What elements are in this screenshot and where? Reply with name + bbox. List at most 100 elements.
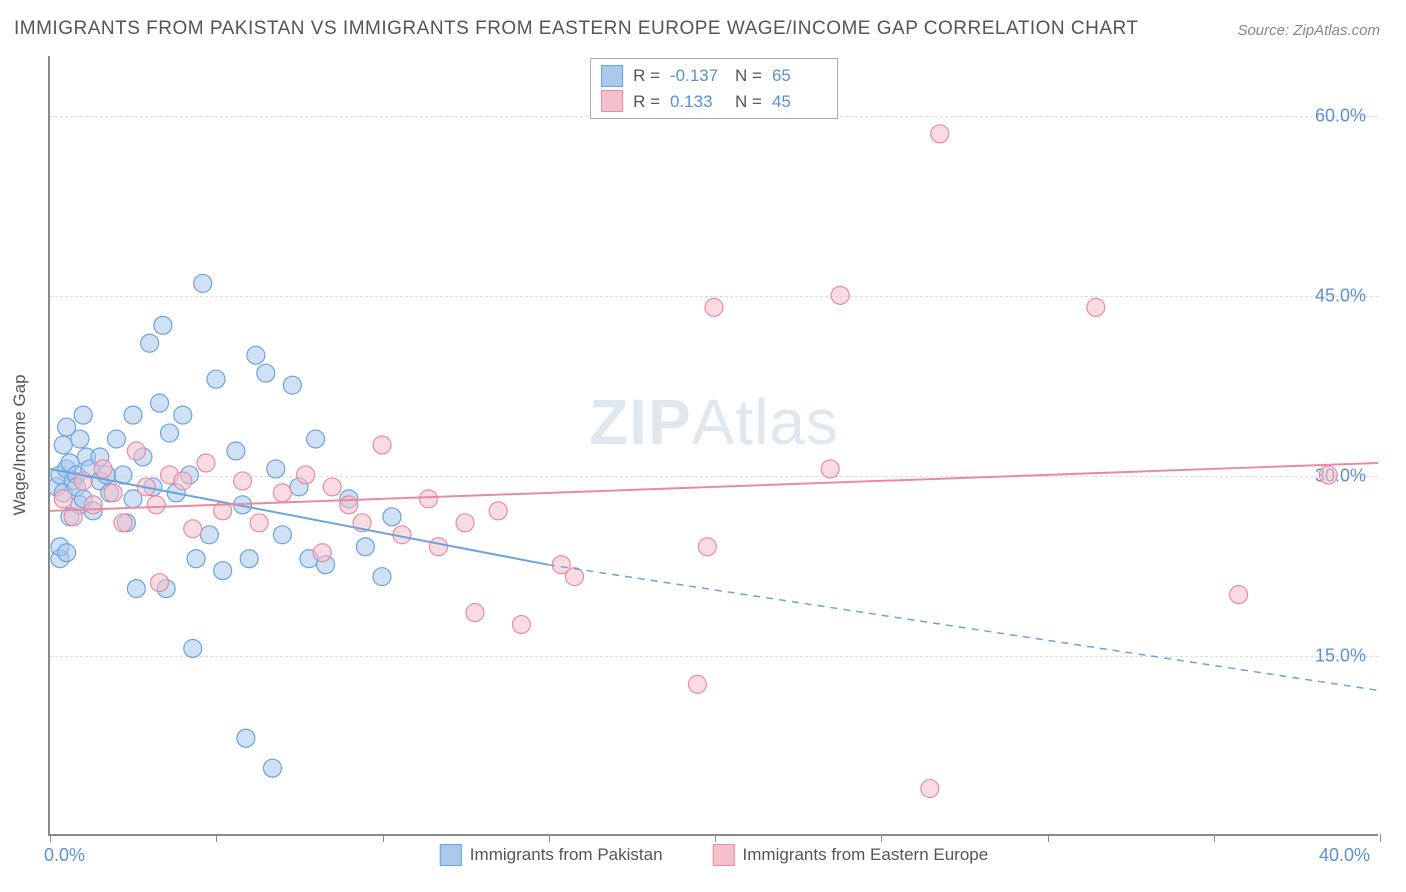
data-point — [373, 436, 391, 454]
data-point — [147, 496, 165, 514]
data-point — [313, 544, 331, 562]
r-label: R = — [633, 89, 660, 115]
x-tick — [1214, 834, 1215, 842]
correlation-legend: R = -0.137 N = 65 R = 0.133 N = 45 — [590, 58, 838, 119]
data-point — [323, 478, 341, 496]
plot-area: Wage/Income Gap ZIPAtlas 15.0%30.0%45.0%… — [48, 56, 1378, 836]
data-point — [340, 496, 358, 514]
data-point — [200, 526, 218, 544]
series-legend: Immigrants from Pakistan Immigrants from… — [440, 844, 988, 866]
data-point — [194, 274, 212, 292]
data-point — [297, 466, 315, 484]
data-point — [154, 316, 172, 334]
data-point — [705, 298, 723, 316]
data-point — [174, 472, 192, 490]
legend-row-series-1: R = -0.137 N = 65 — [601, 63, 827, 89]
x-tick — [549, 834, 550, 842]
data-point — [429, 538, 447, 556]
data-point — [58, 544, 76, 562]
n-label: N = — [735, 63, 762, 89]
data-point — [1319, 466, 1337, 484]
series-2-name: Immigrants from Eastern Europe — [743, 845, 989, 865]
data-point — [283, 376, 301, 394]
data-point — [184, 640, 202, 658]
data-point — [1230, 586, 1248, 604]
legend-item-series-1: Immigrants from Pakistan — [440, 844, 663, 866]
data-point — [74, 406, 92, 424]
data-point — [512, 616, 530, 634]
data-point — [151, 574, 169, 592]
swatch-series-2 — [713, 844, 735, 866]
data-point — [931, 125, 949, 143]
swatch-series-2 — [601, 90, 623, 112]
data-point — [356, 538, 374, 556]
data-point — [273, 526, 291, 544]
x-tick — [50, 834, 51, 842]
x-tick — [1048, 834, 1049, 842]
legend-item-series-2: Immigrants from Eastern Europe — [713, 844, 989, 866]
data-point — [207, 370, 225, 388]
series-1-name: Immigrants from Pakistan — [470, 845, 663, 865]
data-point — [383, 508, 401, 526]
x-tick — [715, 834, 716, 842]
x-tick — [383, 834, 384, 842]
data-point — [821, 460, 839, 478]
data-point — [921, 780, 939, 798]
n-value-2: 45 — [772, 89, 827, 115]
data-point — [107, 430, 125, 448]
source-attribution: Source: ZipAtlas.com — [1237, 22, 1380, 39]
data-point — [161, 424, 179, 442]
n-value-1: 65 — [772, 63, 827, 89]
data-point — [54, 490, 72, 508]
data-point — [54, 436, 72, 454]
trend-line-extrapolated — [548, 565, 1378, 691]
x-axis-label-max: 40.0% — [1319, 845, 1370, 866]
chart-title: IMMIGRANTS FROM PAKISTAN VS IMMIGRANTS F… — [14, 18, 1139, 40]
data-point — [237, 729, 255, 747]
data-point — [373, 568, 391, 586]
legend-row-series-2: R = 0.133 N = 45 — [601, 89, 827, 115]
chart-svg — [50, 56, 1378, 834]
data-point — [151, 394, 169, 412]
swatch-series-1 — [601, 65, 623, 87]
r-label: R = — [633, 63, 660, 89]
data-point — [419, 490, 437, 508]
x-tick — [1380, 834, 1381, 842]
data-point — [234, 472, 252, 490]
r-value-2: 0.133 — [670, 89, 725, 115]
data-point — [197, 454, 215, 472]
swatch-series-1 — [440, 844, 462, 866]
data-point — [124, 406, 142, 424]
data-point — [141, 334, 159, 352]
data-point — [94, 460, 112, 478]
data-point — [257, 364, 275, 382]
data-point — [263, 759, 281, 777]
data-point — [114, 514, 132, 532]
data-point — [831, 286, 849, 304]
data-point — [84, 496, 102, 514]
data-point — [104, 484, 122, 502]
n-label: N = — [735, 89, 762, 115]
x-tick — [881, 834, 882, 842]
x-axis-label-min: 0.0% — [44, 845, 85, 866]
data-point — [267, 460, 285, 478]
data-point — [214, 562, 232, 580]
data-point — [698, 538, 716, 556]
data-point — [127, 442, 145, 460]
data-point — [688, 675, 706, 693]
data-point — [187, 550, 205, 568]
data-point — [466, 604, 484, 622]
data-point — [273, 484, 291, 502]
data-point — [456, 514, 474, 532]
data-point — [566, 568, 584, 586]
data-point — [489, 502, 507, 520]
r-value-1: -0.137 — [670, 63, 725, 89]
data-point — [174, 406, 192, 424]
data-point — [127, 580, 145, 598]
data-point — [1087, 298, 1105, 316]
data-point — [240, 550, 258, 568]
data-point — [307, 430, 325, 448]
data-point — [250, 514, 268, 532]
data-point — [227, 442, 245, 460]
data-point — [184, 520, 202, 538]
